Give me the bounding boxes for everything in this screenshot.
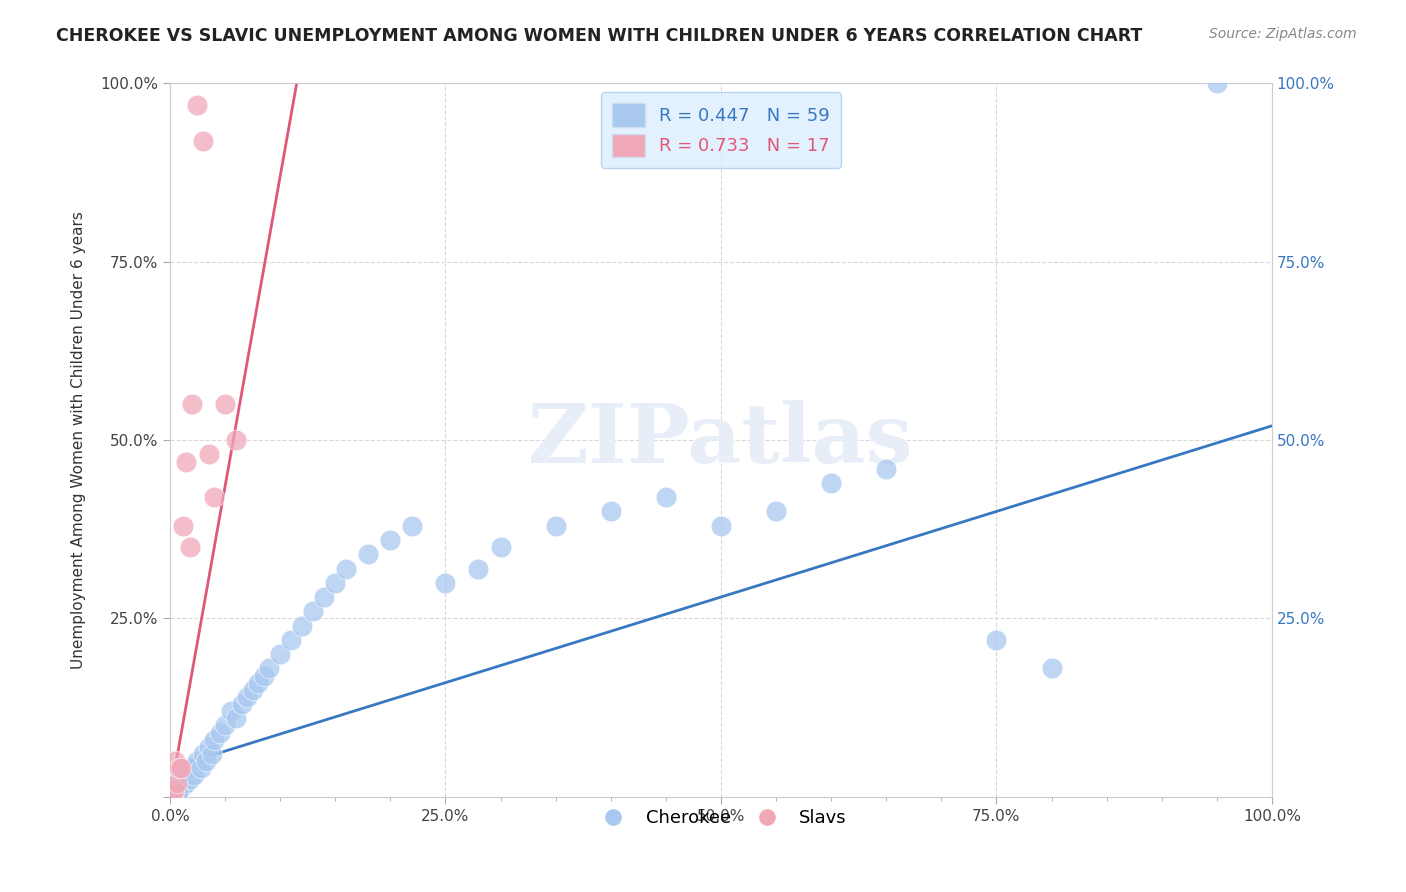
Point xyxy=(242,682,264,697)
Legend: Cherokee, Slavs: Cherokee, Slavs xyxy=(588,802,853,834)
Text: Source: ZipAtlas.com: Source: ZipAtlas.com xyxy=(1209,27,1357,41)
Point xyxy=(183,768,205,782)
Point xyxy=(166,785,188,799)
Point xyxy=(179,772,201,786)
Point xyxy=(162,786,184,800)
Point xyxy=(599,504,621,518)
Point xyxy=(191,747,214,761)
Point xyxy=(219,704,242,718)
Point xyxy=(195,754,218,768)
Point xyxy=(176,454,198,468)
Point xyxy=(201,747,224,761)
Point xyxy=(269,647,291,661)
Point xyxy=(186,98,208,112)
Point xyxy=(380,533,402,547)
Point xyxy=(167,761,190,775)
Point xyxy=(467,561,489,575)
Point xyxy=(434,575,457,590)
Point xyxy=(225,433,247,447)
Point xyxy=(172,779,194,793)
Point xyxy=(166,775,188,789)
Point xyxy=(231,697,253,711)
Point xyxy=(986,632,1008,647)
Point xyxy=(190,761,212,775)
Point xyxy=(247,675,270,690)
Point xyxy=(302,604,325,618)
Point xyxy=(208,725,231,739)
Point xyxy=(357,547,380,561)
Point xyxy=(170,775,193,789)
Point xyxy=(172,518,194,533)
Point xyxy=(191,134,214,148)
Point xyxy=(291,618,314,632)
Point xyxy=(162,782,184,797)
Point xyxy=(875,461,897,475)
Point xyxy=(257,661,280,675)
Point xyxy=(176,775,198,789)
Point xyxy=(165,784,187,798)
Point xyxy=(181,761,204,775)
Point xyxy=(202,490,225,504)
Point xyxy=(165,779,187,793)
Text: CHEROKEE VS SLAVIC UNEMPLOYMENT AMONG WOMEN WITH CHILDREN UNDER 6 YEARS CORRELAT: CHEROKEE VS SLAVIC UNEMPLOYMENT AMONG WO… xyxy=(56,27,1143,45)
Point xyxy=(710,518,733,533)
Point xyxy=(765,504,787,518)
Point xyxy=(197,447,219,461)
Point xyxy=(323,575,346,590)
Point xyxy=(162,786,184,800)
Point xyxy=(167,782,190,797)
Point xyxy=(335,561,357,575)
Point xyxy=(166,782,188,797)
Point xyxy=(165,754,187,768)
Point xyxy=(202,732,225,747)
Point xyxy=(163,786,186,800)
Point xyxy=(181,397,204,411)
Point xyxy=(176,768,198,782)
Point xyxy=(160,775,183,789)
Point xyxy=(186,754,208,768)
Y-axis label: Unemployment Among Women with Children Under 6 years: Unemployment Among Women with Children U… xyxy=(72,211,86,669)
Point xyxy=(197,739,219,754)
Point xyxy=(314,590,336,604)
Point xyxy=(214,397,236,411)
Point xyxy=(225,711,247,725)
Text: ZIPatlas: ZIPatlas xyxy=(529,401,914,480)
Point xyxy=(1205,77,1227,91)
Point xyxy=(655,490,678,504)
Point xyxy=(173,772,195,786)
Point xyxy=(163,782,186,797)
Point xyxy=(179,540,201,554)
Point xyxy=(820,475,842,490)
Point xyxy=(236,690,259,704)
Point xyxy=(170,761,193,775)
Point xyxy=(252,668,274,682)
Point xyxy=(401,518,423,533)
Point xyxy=(489,540,512,554)
Point xyxy=(1040,661,1063,675)
Point xyxy=(169,768,191,782)
Point xyxy=(280,632,302,647)
Point xyxy=(544,518,567,533)
Point xyxy=(214,718,236,732)
Point xyxy=(160,782,183,797)
Point xyxy=(166,775,188,789)
